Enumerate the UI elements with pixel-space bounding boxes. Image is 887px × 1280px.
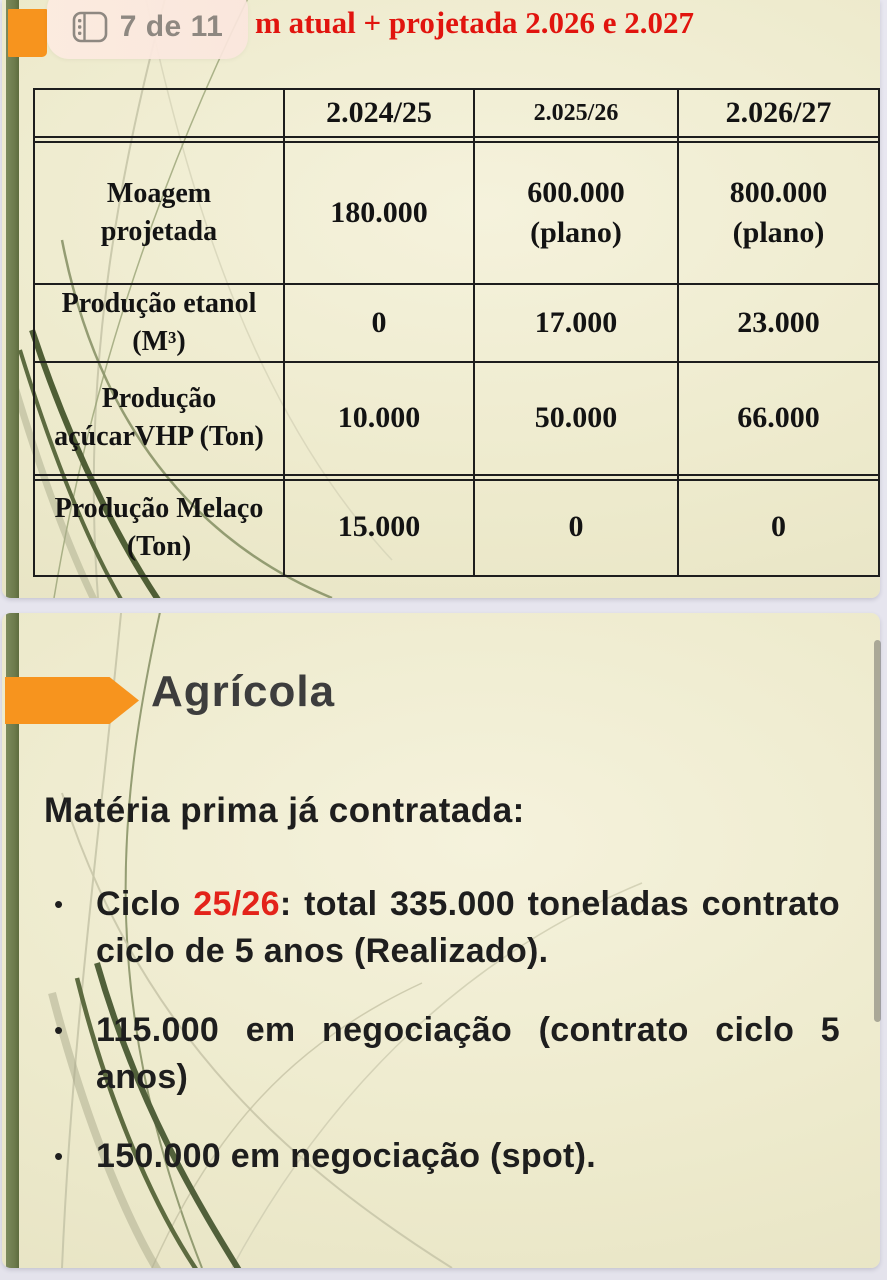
slide-side-bar <box>6 613 19 1268</box>
slide-page-7[interactable]: m atual + projetada 2.026 e 2.027 2.024/… <box>2 0 880 598</box>
pages-panel-icon <box>72 11 108 43</box>
bullet-item: • 115.000 em negociação (contrato ciclo … <box>54 1007 840 1101</box>
row-label: Produção etanol (M³) <box>33 283 285 363</box>
bullet-icon: • <box>54 889 64 919</box>
orange-arrow-banner <box>5 677 139 724</box>
cell-value: 15.000 <box>283 478 475 577</box>
bullet-line: 115.000 em negociação (contrato ciclo 5 <box>96 1011 840 1049</box>
highlighted-cycle: 25/26 <box>193 885 280 923</box>
bullet-icon: • <box>54 1015 64 1045</box>
orange-accent-block <box>8 9 47 57</box>
bullet-line: Ciclo 25/26: total 335.000 toneladas con… <box>96 881 840 928</box>
row-label: Moagem projetada <box>33 141 285 285</box>
bullet-line: anos) <box>96 1058 189 1096</box>
table-row: Moagem projetada 180.000 600.000 (plano)… <box>33 141 880 285</box>
cell-value: 0 <box>677 478 880 577</box>
cell-value: 17.000 <box>473 283 679 363</box>
header-cell-2026-27: 2.026/27 <box>677 88 880 138</box>
section-heading: Agrícola <box>151 667 336 716</box>
intro-text: Matéria prima já contratada: <box>44 791 525 830</box>
slide-side-bar <box>6 0 19 598</box>
bullet-item: • 150.000 em negociação (spot). <box>54 1133 840 1180</box>
table-row: Produção Melaço (Ton) 15.000 0 0 <box>33 478 880 577</box>
table-row: Produção etanol (M³) 0 17.000 23.000 <box>33 283 880 363</box>
header-cell-2025-26: 2.025/26 <box>473 88 679 138</box>
cell-value: 0 <box>473 478 679 577</box>
table-row: Produção açúcarVHP (Ton) 10.000 50.000 6… <box>33 360 880 476</box>
header-cell-2024-25: 2.024/25 <box>283 88 475 138</box>
scroll-indicator[interactable] <box>874 640 881 1022</box>
bullet-text-segment: Ciclo <box>96 885 194 923</box>
bullet-line: ciclo de 5 anos (Realizado). <box>96 932 549 970</box>
production-table: 2.024/25 2.025/26 2.026/27 Moagem projet… <box>33 88 880 577</box>
row-label: Produção Melaço (Ton) <box>33 478 285 577</box>
bullet-icon: • <box>54 1141 64 1171</box>
header-cell-empty <box>33 88 285 138</box>
row-label: Produção açúcarVHP (Ton) <box>33 360 285 476</box>
bullet-item: • Ciclo 25/26: total 335.000 toneladas c… <box>54 881 840 975</box>
cell-value: 66.000 <box>677 360 880 476</box>
cell-value: 0 <box>283 283 475 363</box>
bullet-line: 150.000 em negociação (spot). <box>96 1137 597 1175</box>
page-indicator-badge[interactable]: 7 de 11 <box>47 0 248 59</box>
cell-value: 600.000 (plano) <box>473 141 679 285</box>
slide-page-8[interactable]: Agrícola Matéria prima já contratada: • … <box>2 613 880 1268</box>
bullet-text-segment: : total 335.000 toneladas contrato <box>279 885 840 923</box>
cell-value: 180.000 <box>283 141 475 285</box>
cell-value: 23.000 <box>677 283 880 363</box>
cell-value: 800.000 (plano) <box>677 141 880 285</box>
table-header-row: 2.024/25 2.025/26 2.026/27 <box>33 88 880 138</box>
cell-value: 50.000 <box>473 360 679 476</box>
slide-title: m atual + projetada 2.026 e 2.027 <box>255 5 695 40</box>
page-indicator-label: 7 de 11 <box>119 10 224 43</box>
cell-value: 10.000 <box>283 360 475 476</box>
